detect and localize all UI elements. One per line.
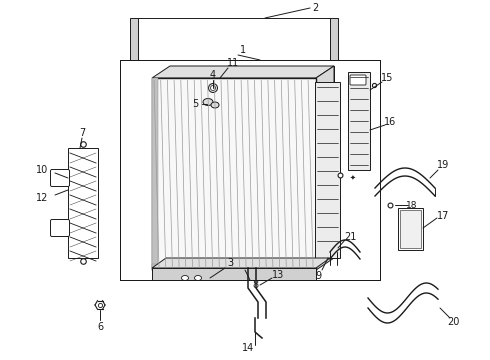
Text: 7: 7 <box>79 128 85 138</box>
Text: 13: 13 <box>272 270 284 280</box>
Bar <box>398 208 423 250</box>
Text: 11: 11 <box>227 58 239 68</box>
Text: 9: 9 <box>315 271 321 281</box>
Polygon shape <box>316 66 334 270</box>
Bar <box>348 72 370 170</box>
Text: 20: 20 <box>447 317 459 327</box>
Polygon shape <box>170 66 334 258</box>
Bar <box>120 60 380 280</box>
FancyBboxPatch shape <box>50 170 70 186</box>
Text: ✦: ✦ <box>350 175 356 181</box>
Ellipse shape <box>209 84 218 93</box>
Text: 21: 21 <box>344 232 356 242</box>
Text: 4: 4 <box>210 70 216 80</box>
Ellipse shape <box>211 86 216 90</box>
Text: 5: 5 <box>192 99 198 109</box>
Text: 10: 10 <box>36 165 48 175</box>
Bar <box>152 78 316 270</box>
Bar <box>152 78 158 270</box>
Text: 1: 1 <box>240 45 246 55</box>
Text: 6: 6 <box>97 322 103 332</box>
Ellipse shape <box>203 99 213 105</box>
Text: 18: 18 <box>406 201 418 210</box>
Text: 12: 12 <box>36 193 48 203</box>
Ellipse shape <box>181 275 189 280</box>
Polygon shape <box>152 258 330 268</box>
Bar <box>400 210 421 248</box>
Text: 15: 15 <box>381 73 393 83</box>
Text: 14: 14 <box>242 343 254 353</box>
Text: 17: 17 <box>437 211 449 221</box>
Bar <box>152 264 316 270</box>
Bar <box>330 18 338 60</box>
Bar <box>68 148 98 258</box>
Text: 16: 16 <box>384 117 396 127</box>
FancyBboxPatch shape <box>50 220 70 237</box>
Polygon shape <box>152 268 316 280</box>
Ellipse shape <box>195 275 201 280</box>
Text: 19: 19 <box>437 160 449 170</box>
Polygon shape <box>152 66 334 78</box>
Ellipse shape <box>211 102 219 108</box>
Text: 8: 8 <box>252 280 258 290</box>
Text: 3: 3 <box>227 258 233 268</box>
Text: 2: 2 <box>312 3 318 13</box>
Bar <box>120 60 380 280</box>
Bar <box>315 82 340 258</box>
Bar <box>130 18 138 60</box>
FancyBboxPatch shape <box>350 75 366 85</box>
